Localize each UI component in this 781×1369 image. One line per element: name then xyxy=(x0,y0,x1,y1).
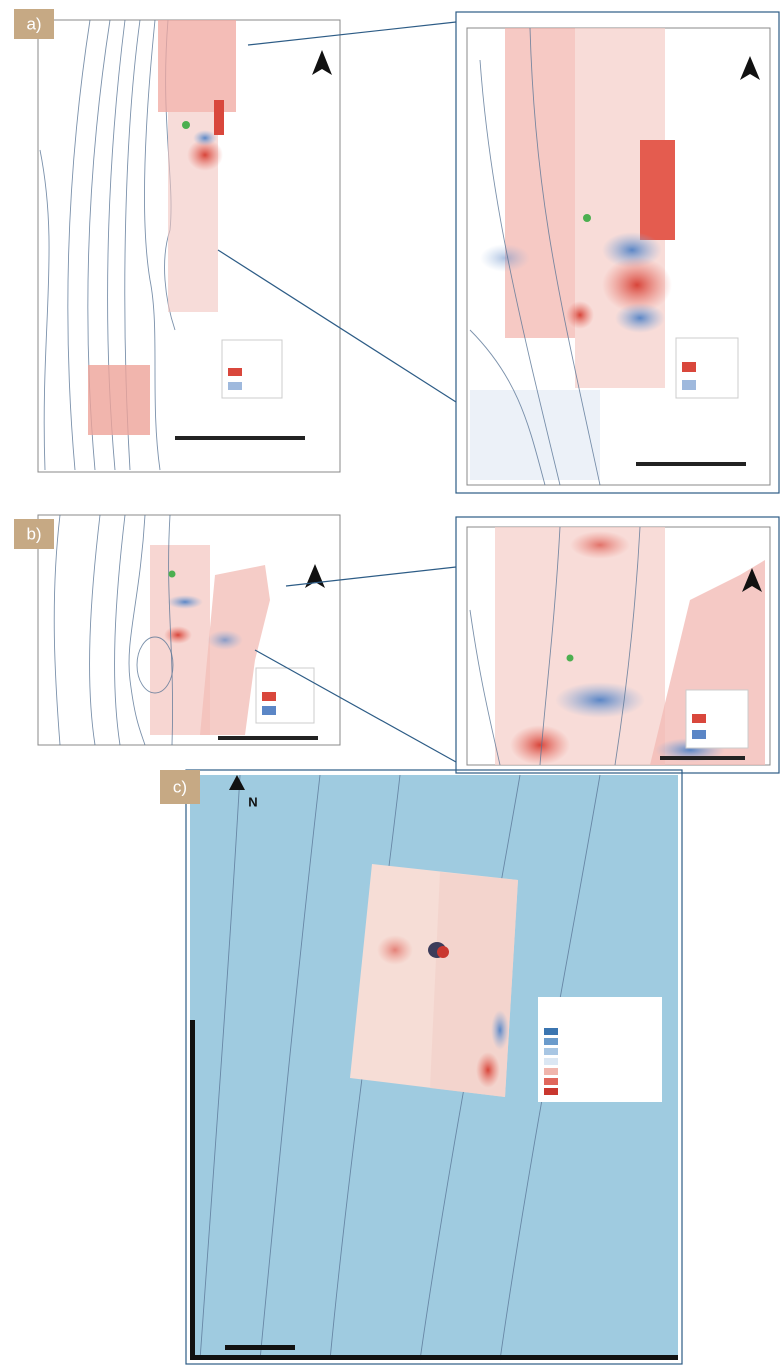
survey-strip xyxy=(470,390,600,480)
legend-swatch xyxy=(692,714,706,723)
scale-bar xyxy=(636,462,746,466)
legend-swatch xyxy=(228,368,242,376)
legend-swatch xyxy=(544,1068,558,1075)
anomaly-positive xyxy=(510,725,570,765)
panel-c-map: N xyxy=(190,775,678,1360)
panel-b-map xyxy=(38,515,340,745)
panel-a-map xyxy=(38,20,340,472)
legend-swatch xyxy=(544,1058,558,1065)
legend-swatch xyxy=(544,1088,558,1095)
anomaly-positive xyxy=(640,140,675,240)
scale-bar xyxy=(660,756,745,760)
map-border xyxy=(190,1020,195,1360)
scale-bar xyxy=(218,736,318,740)
survey-strip xyxy=(495,527,665,765)
anomaly-negative xyxy=(193,130,217,146)
anomaly-positive xyxy=(377,935,413,965)
figure: a) b) xyxy=(0,0,781,1369)
survey-strip xyxy=(505,28,575,338)
panel-b-inset xyxy=(467,527,770,765)
scale-bar xyxy=(175,436,305,440)
point-marker xyxy=(169,571,176,578)
point-marker xyxy=(583,214,591,222)
anomaly-positive xyxy=(566,301,594,329)
anomaly-negative xyxy=(207,630,243,650)
panel-label: c) xyxy=(173,777,187,796)
anomaly-positive xyxy=(164,626,192,644)
panel-label: a) xyxy=(26,14,41,33)
legend-swatch xyxy=(262,706,276,715)
anomaly-negative xyxy=(555,682,645,718)
legend-swatch xyxy=(544,1028,558,1035)
anomaly-negative xyxy=(167,595,203,609)
legend-swatch xyxy=(682,380,696,390)
legend-swatch xyxy=(544,1048,558,1055)
survey-strip xyxy=(158,20,236,112)
map-border xyxy=(190,1355,678,1360)
anomaly-negative xyxy=(615,303,665,333)
legend-swatch xyxy=(262,692,276,701)
legend-swatch xyxy=(682,362,696,372)
anomaly-positive xyxy=(476,1052,500,1088)
scale-bar xyxy=(225,1345,295,1350)
legend-swatch xyxy=(228,382,242,390)
legend-swatch xyxy=(544,1078,558,1085)
panel-a-inset xyxy=(467,28,770,485)
anomaly-negative xyxy=(491,1010,509,1050)
legend-swatch xyxy=(544,1038,558,1045)
survey-strip xyxy=(430,872,518,1097)
legend-swatch xyxy=(692,730,706,739)
survey-strip xyxy=(88,365,150,435)
point-marker xyxy=(182,121,190,129)
panel-label: b) xyxy=(26,524,41,543)
anomaly-positive xyxy=(570,531,630,559)
anomaly-positive xyxy=(214,100,224,135)
anomaly-positive xyxy=(437,946,449,958)
anomaly-negative xyxy=(480,244,530,272)
point-marker xyxy=(567,655,574,662)
north-label: N xyxy=(248,794,257,809)
